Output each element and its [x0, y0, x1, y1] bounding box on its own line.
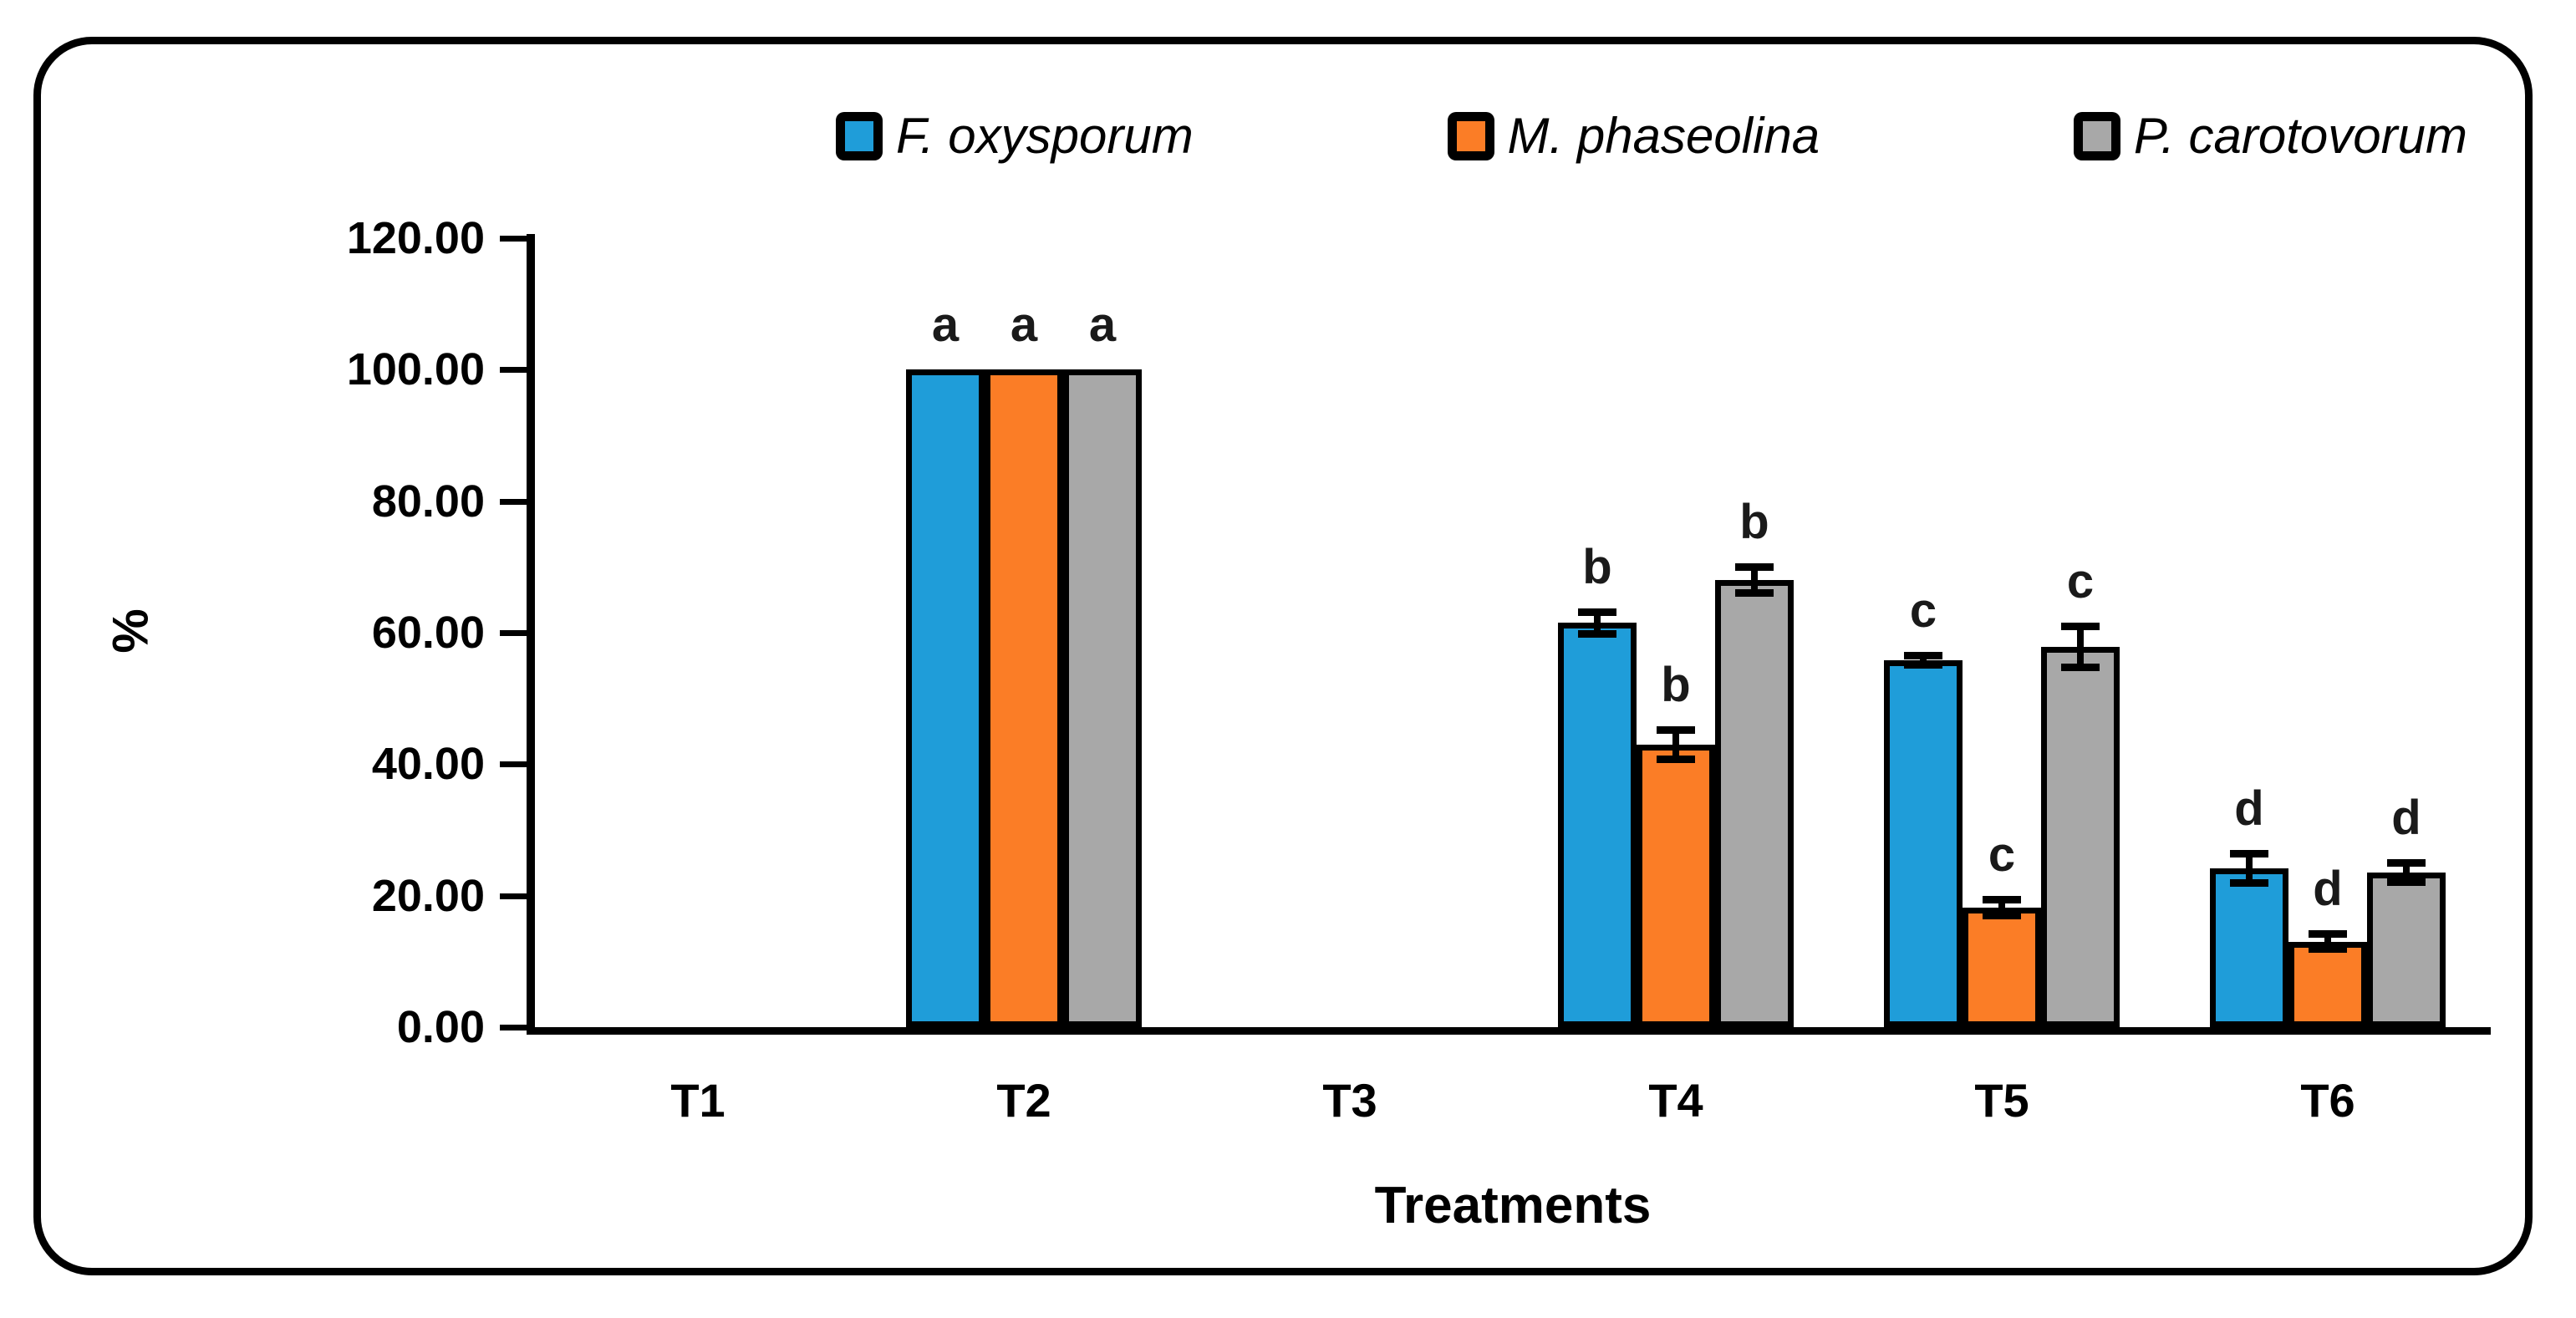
significance-letter: d: [2391, 791, 2421, 846]
y-tick: [500, 761, 527, 768]
error-bar-cap-top: [2230, 849, 2268, 857]
error-bar: [2403, 863, 2410, 883]
y-tick: [500, 367, 527, 374]
error-bar: [1998, 898, 2005, 917]
bar-t5-s2: [2041, 647, 2120, 1027]
error-bar: [2246, 852, 2253, 883]
bar-t6-s0: [2210, 868, 2288, 1027]
error-bar-cap-top: [1983, 895, 2021, 903]
error-bar-cap-bottom: [2230, 878, 2268, 887]
legend-marker-m-phaseolina: [1447, 112, 1494, 160]
error-bar-cap-top: [2061, 623, 2100, 631]
y-tick-label: 120.00: [346, 213, 485, 263]
bar-t5-s1: [1963, 907, 2041, 1027]
y-tick-label: 100.00: [346, 344, 485, 395]
x-axis-line: [527, 1027, 2491, 1035]
significance-letter: a: [1088, 298, 1117, 353]
legend-marker-f-oxysporum: [836, 112, 883, 160]
significance-letter: b: [1739, 495, 1769, 550]
legend-item-f-oxysporum: F. oxysporum: [836, 111, 1194, 161]
error-bar: [1751, 567, 1758, 593]
significance-letter: c: [2066, 554, 2095, 609]
error-bar-cap-top: [1735, 563, 1774, 572]
y-tick-label: 80.00: [371, 476, 485, 527]
y-tick: [500, 630, 527, 636]
x-tick-label-t4: T4: [1648, 1074, 1703, 1127]
legend-label-m-phaseolina: M. phaseolina: [1507, 108, 1820, 164]
error-bar: [1920, 654, 1927, 666]
x-tick-label-t3: T3: [1322, 1074, 1377, 1127]
bar-t5-s0: [1884, 660, 1963, 1027]
error-bar-cap-bottom: [1735, 588, 1774, 597]
y-tick: [500, 1025, 527, 1030]
y-tick-label: 60.00: [371, 608, 485, 658]
significance-letter: d: [2234, 781, 2264, 836]
bar-t2-s1: [985, 369, 1063, 1027]
error-bar-cap-top: [1904, 651, 1942, 659]
y-tick-label: 40.00: [371, 739, 485, 790]
legend-item-m-phaseolina: M. phaseolina: [1447, 108, 1820, 164]
error-bar-cap-bottom: [1983, 912, 2021, 920]
error-bar-cap-bottom: [2387, 878, 2426, 886]
bar-t4-s0: [1558, 623, 1637, 1027]
significance-letter: a: [1010, 298, 1038, 353]
significance-letter: b: [1661, 657, 1691, 712]
error-bar-cap-top: [1657, 725, 1695, 734]
error-bar-cap-bottom: [2061, 664, 2100, 672]
error-bar-cap-bottom: [1904, 661, 1942, 669]
significance-letter: c: [1909, 583, 1937, 638]
error-bar-cap-bottom: [1657, 755, 1695, 763]
x-tick-label-t2: T2: [996, 1074, 1051, 1127]
x-tick-label-t5: T5: [1974, 1074, 2029, 1127]
legend: F. oxysporum M. phaseolina P. carotovoru…: [836, 99, 2467, 174]
bar-t6-s1: [2288, 941, 2367, 1027]
error-bar-cap-bottom: [2309, 945, 2347, 954]
bar-t2-s0: [906, 369, 985, 1027]
y-tick-label: 0.00: [396, 1002, 485, 1052]
significance-letter: a: [931, 298, 960, 353]
y-tick: [500, 236, 527, 242]
error-bar: [1672, 729, 1679, 760]
x-tick-label-t6: T6: [2300, 1074, 2355, 1127]
bar-t4-s2: [1715, 580, 1794, 1027]
error-bar-cap-top: [2387, 859, 2426, 868]
y-axis-line: [527, 234, 535, 1035]
significance-letter: d: [2313, 862, 2343, 917]
significance-letter: c: [1988, 827, 2016, 882]
legend-marker-p-carotovorum: [2073, 112, 2120, 160]
legend-label-f-oxysporum: F. oxysporum: [896, 108, 1194, 164]
bar-t4-s1: [1637, 744, 1715, 1027]
y-tick: [500, 893, 527, 899]
bar-t2-s2: [1063, 369, 1142, 1027]
bar-t6-s2: [2367, 873, 2446, 1027]
legend-item-p-carotovorum: P. carotovorum: [2073, 108, 2467, 164]
error-bar-cap-bottom: [1578, 629, 1616, 638]
y-tick-label: 20.00: [371, 870, 485, 921]
error-bar: [2324, 934, 2331, 950]
legend-label-p-carotovorum: P. carotovorum: [2133, 108, 2467, 164]
error-bar-cap-top: [1578, 608, 1616, 616]
x-tick-label-t1: T1: [670, 1074, 725, 1127]
y-tick: [500, 498, 527, 505]
error-bar: [1594, 611, 1601, 634]
error-bar-cap-top: [2309, 930, 2347, 939]
significance-letter: b: [1582, 539, 1612, 594]
x-axis-title: Treatments: [1374, 1177, 1652, 1234]
error-bar: [2077, 626, 2084, 669]
